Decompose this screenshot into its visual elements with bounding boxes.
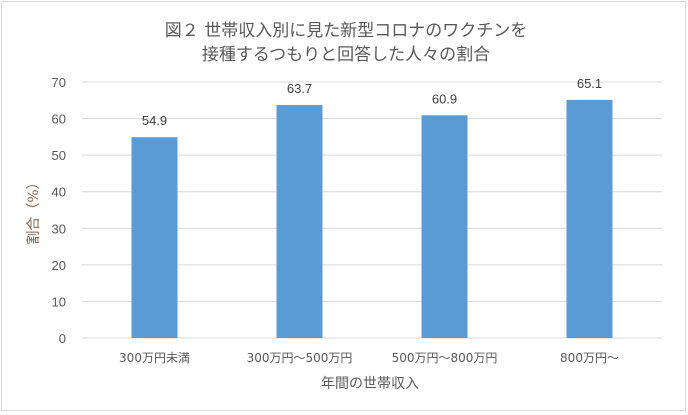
bar bbox=[276, 105, 323, 338]
y-axis-label: 割合（%） bbox=[25, 175, 42, 244]
x-axis-label: 年間の世帯収入 bbox=[321, 376, 419, 392]
y-tick-label: 0 bbox=[59, 331, 66, 346]
y-tick-label: 20 bbox=[52, 258, 66, 273]
bar bbox=[421, 115, 468, 338]
x-tick-label: 500万円～800万円 bbox=[392, 351, 498, 365]
bar bbox=[131, 137, 178, 338]
chart-title-line-1: 図２ 世帯収入別に見た新型コロナのワクチンを bbox=[165, 21, 527, 41]
x-tick-label: 800万円～ bbox=[560, 351, 619, 365]
y-tick-label: 40 bbox=[52, 185, 66, 200]
data-label: 60.9 bbox=[432, 91, 457, 106]
data-label: 65.1 bbox=[577, 76, 602, 91]
chart-title-line-2: 接種するつもりと回答した人々の割合 bbox=[202, 45, 490, 65]
data-label: 63.7 bbox=[287, 81, 312, 96]
y-tick-label: 60 bbox=[52, 112, 66, 127]
data-label: 54.9 bbox=[142, 113, 167, 128]
y-tick-label: 10 bbox=[52, 294, 66, 309]
y-tick-label: 50 bbox=[52, 148, 66, 163]
x-tick-label: 300万円未満 bbox=[119, 351, 190, 365]
y-tick-label: 30 bbox=[52, 221, 66, 236]
y-tick-label: 70 bbox=[52, 75, 66, 90]
x-tick-label: 300万円～500万円 bbox=[247, 351, 353, 365]
bar bbox=[566, 99, 613, 338]
